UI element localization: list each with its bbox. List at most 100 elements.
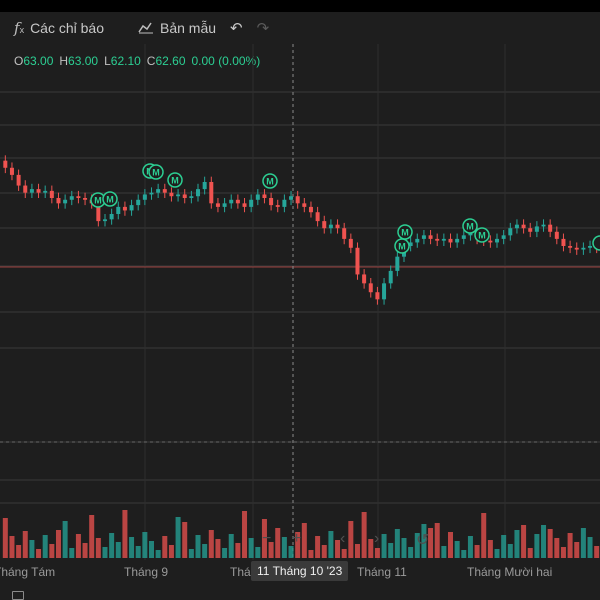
volume-bar bbox=[222, 548, 228, 558]
volume-bar bbox=[428, 528, 434, 558]
volume-bar bbox=[22, 531, 28, 558]
volume-bar bbox=[354, 544, 360, 558]
volume-bar bbox=[574, 542, 580, 558]
close-value: 62.60 bbox=[155, 54, 186, 68]
high-value: 63.00 bbox=[68, 54, 99, 68]
candle-body bbox=[428, 235, 433, 239]
volume-bar bbox=[361, 512, 367, 558]
candle-body bbox=[375, 292, 380, 300]
candle-body bbox=[182, 194, 187, 198]
volume-bar bbox=[514, 530, 520, 558]
templates-button[interactable]: Bản mẫu bbox=[138, 20, 216, 37]
candle-body bbox=[335, 224, 340, 229]
candle-body bbox=[63, 199, 68, 204]
volume-bar bbox=[434, 523, 440, 558]
volume-bar bbox=[348, 521, 354, 558]
volume-bar bbox=[255, 547, 261, 558]
candle-body bbox=[242, 203, 247, 207]
templates-icon bbox=[138, 20, 154, 37]
volume-bar bbox=[501, 535, 507, 558]
volume-bar bbox=[109, 533, 115, 558]
volume-bar bbox=[527, 548, 533, 558]
candle-body bbox=[548, 224, 553, 232]
candle-body bbox=[448, 238, 453, 243]
volume-bar bbox=[155, 550, 161, 558]
event-marker bbox=[474, 227, 490, 243]
candle-body bbox=[136, 199, 141, 206]
event-marker bbox=[167, 172, 183, 188]
candle-body bbox=[289, 196, 294, 200]
bottom-bar bbox=[0, 584, 600, 600]
volume-bar bbox=[414, 533, 420, 558]
volume-bar bbox=[115, 542, 121, 558]
volume-bar bbox=[62, 521, 68, 558]
high-label: H bbox=[59, 54, 69, 68]
volume-bar bbox=[69, 548, 75, 558]
volume-bar bbox=[467, 536, 473, 558]
candle-body bbox=[415, 238, 420, 243]
volume-bar bbox=[335, 540, 341, 558]
undo-icon[interactable]: ↶ bbox=[230, 19, 243, 37]
candle-body bbox=[488, 240, 493, 243]
change-value: 0.00 (0.00%) bbox=[191, 54, 261, 68]
event-marker-label: M bbox=[478, 231, 486, 241]
volume-bar bbox=[188, 549, 194, 558]
candle-body bbox=[308, 206, 313, 213]
candle-body bbox=[408, 242, 413, 246]
volume-bar bbox=[42, 535, 48, 558]
time-label: Tháng 11 bbox=[357, 565, 407, 579]
candle-body bbox=[43, 190, 48, 193]
volume-bar bbox=[534, 534, 540, 558]
redo-icon[interactable]: ↷ bbox=[256, 19, 270, 37]
candle-body bbox=[29, 189, 34, 193]
volume-bar bbox=[374, 548, 380, 558]
function-fx-icon: fx bbox=[14, 18, 25, 37]
volume-bar bbox=[547, 529, 553, 558]
panel-icon[interactable] bbox=[12, 591, 24, 600]
candle-body bbox=[149, 192, 154, 195]
volume-bar bbox=[275, 528, 281, 558]
event-marker-label: M bbox=[398, 242, 406, 252]
volume-bar bbox=[408, 547, 414, 558]
volume-bar bbox=[461, 550, 467, 558]
candle-body bbox=[388, 270, 393, 284]
volume-bar bbox=[401, 538, 407, 558]
candle-body bbox=[96, 203, 101, 222]
volume-bar bbox=[122, 510, 128, 558]
volume-bar bbox=[448, 532, 453, 558]
volume-bar bbox=[182, 522, 188, 558]
time-label: Tháng 9 bbox=[124, 565, 169, 579]
low-value: 62.10 bbox=[110, 54, 141, 68]
volume-bar bbox=[580, 528, 586, 558]
volume-bar bbox=[162, 536, 168, 558]
volume-bar bbox=[36, 549, 42, 558]
candle-body bbox=[275, 205, 280, 207]
volume-bar bbox=[208, 530, 214, 558]
candle-body bbox=[508, 228, 513, 236]
open-value: 63.00 bbox=[23, 54, 54, 68]
candle-body bbox=[368, 283, 373, 293]
candle-body bbox=[355, 247, 360, 275]
indicators-button[interactable]: fx Các chỉ báo bbox=[14, 20, 104, 36]
candle-body bbox=[362, 274, 367, 284]
open-label: O bbox=[14, 54, 24, 68]
volume-bar bbox=[175, 517, 181, 558]
volume-bar bbox=[587, 537, 593, 558]
candle-body bbox=[56, 198, 61, 204]
candle-body bbox=[69, 196, 74, 200]
volume-bar bbox=[328, 531, 334, 558]
indicators-label: Các chỉ báo bbox=[30, 20, 104, 36]
candle-body bbox=[189, 196, 194, 198]
candle-body bbox=[302, 203, 307, 207]
candle-body bbox=[382, 283, 387, 300]
candle-body bbox=[348, 238, 353, 248]
candle-body bbox=[209, 182, 214, 204]
candle-body bbox=[262, 194, 267, 198]
volume-bar bbox=[560, 547, 566, 558]
low-label: L bbox=[104, 54, 111, 68]
candle-body bbox=[129, 205, 134, 211]
volume-bar bbox=[95, 538, 101, 558]
candle-body bbox=[215, 203, 220, 207]
